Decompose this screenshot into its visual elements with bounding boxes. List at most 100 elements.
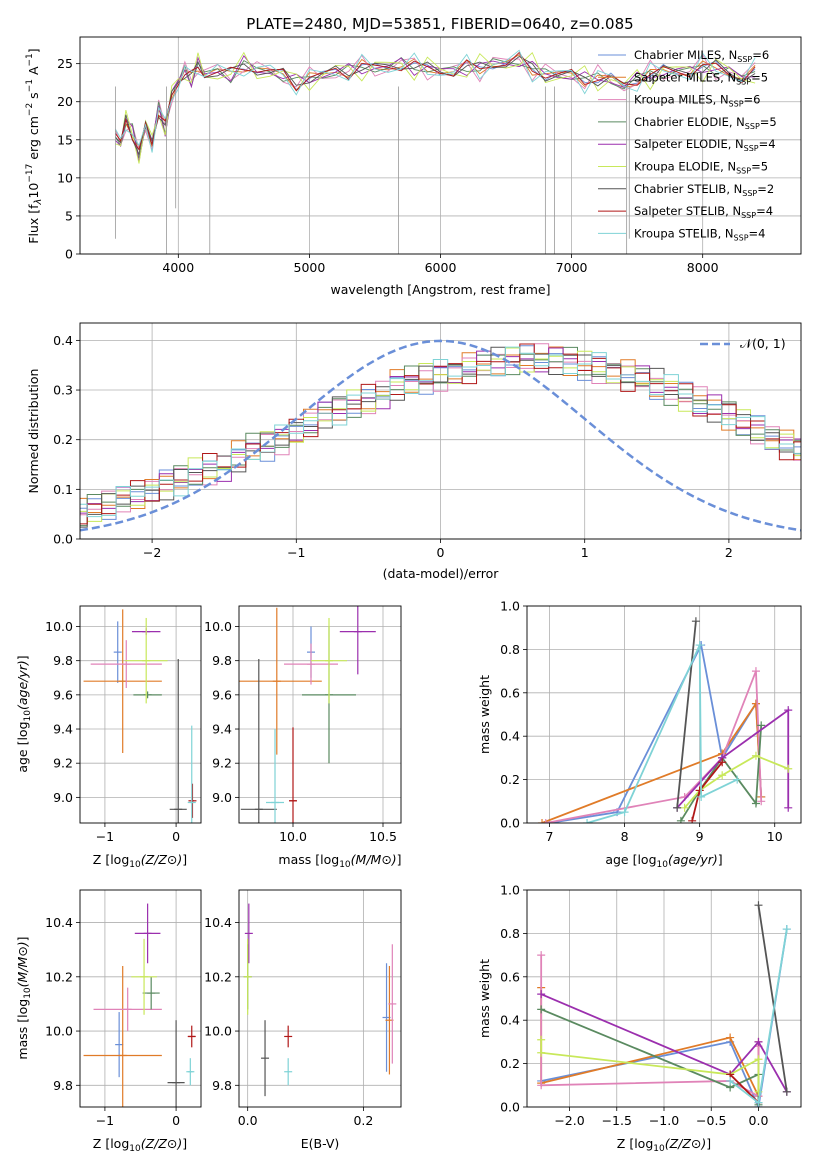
weight-marker [718,771,727,780]
legend-suffix: =4 [756,204,773,218]
legend-sub: SSP [729,100,744,109]
x-tick-label: 8 [621,829,629,844]
weight-marker [538,819,547,823]
x-tick-label: 7 [546,829,554,844]
x-tick-label: 0.0 [749,1113,769,1128]
x-axis-label: age [log10(age/yr)] [605,852,722,870]
residual-axes: −2 −1 0 1 2 0.0 0.1 0.2 0.3 0.4 𝒩(0, 1) (data-model… [26,322,802,581]
weight-marker [784,764,793,773]
label-sub: 10 [653,1144,665,1154]
x-tick-label: 0 [437,545,445,560]
label-part: (M/M⊙) [15,941,30,987]
y-tick-label: 10.0 [204,1024,232,1039]
weight-line [757,905,788,1092]
y-tick-label: 0.4 [500,729,520,744]
weight-marker [751,751,760,760]
plot-area [239,606,376,823]
x-tick-label: 8000 [687,260,719,275]
x-axis-label: Z [log10(Z/Z⊙)] [93,1136,187,1154]
y-axis-label: Normed distribution [26,369,41,494]
label-part: (Z/Z⊙) [141,852,183,867]
label-part: ] [15,655,30,660]
x-tick-label: 5000 [294,260,326,275]
spectrum-axes: 4000 5000 6000 7000 8000 0 5 10 15 20 25 wavelength… [25,36,802,297]
x-tick-label: 1 [581,545,589,560]
weight-marker [673,803,682,812]
label-part: age [log [605,852,656,867]
legend-suffix: =5 [751,70,768,84]
y-tick-label: 5 [65,208,73,223]
legend-sub: SSP [737,55,752,64]
y-tick-label: 9.4 [53,722,73,737]
y-tick-label: 0.6 [500,685,520,700]
weight-marker [537,1081,546,1090]
y-axis-label-unit: erg cm [26,116,41,164]
weight-marker [757,797,766,806]
legend-entry: Salpeter STELIB, NSSP=4 [634,204,773,220]
label-part: (age/yr) [668,852,718,867]
weight-marker [676,816,685,823]
weight-marker [583,819,592,823]
weight-marker [695,641,704,650]
x-tick-label: −2 [143,545,161,560]
weight-marker [751,799,760,808]
plot-area [538,617,793,823]
histogram-step [80,346,801,514]
x-tick-label: 10.0 [279,829,307,844]
plot-area [537,901,791,1107]
y-axis-label-sup: −1 [25,79,35,92]
axes-frame [79,605,202,824]
y-tick-label: 9.2 [212,756,232,771]
y-tick-label: 10.2 [45,969,73,984]
weight-marker [691,617,700,626]
x-tick-label: 9 [696,829,704,844]
axes-frame [79,322,802,540]
legend-sub: SSP [744,144,759,153]
y-tick-label: 9.8 [53,1078,73,1093]
y-tick-label: 9.8 [53,653,73,668]
weight-marker [537,1048,546,1057]
legend-suffix: =4 [759,137,776,151]
plot-area [243,903,397,1097]
y-tick-label: 1.0 [500,599,520,614]
spectrum-line [115,49,756,153]
label-part: (M/M⊙) [351,852,397,867]
weight-marker [782,925,791,934]
y-tick-label: 15 [57,132,73,147]
legend-entry: Chabrier MILES, NSSP=6 [634,48,769,64]
y-tick-label: 9.0 [212,790,232,805]
y-tick-label: 0.8 [500,926,520,941]
legend-entry: Salpeter MILES, NSSP=5 [634,70,768,86]
weight-marker [726,1033,735,1042]
axes-frame [526,889,802,1108]
weight-marker [733,775,742,784]
spectrum-line [115,54,756,162]
normal-curve [80,339,801,532]
label-part: Z [log [617,1136,653,1151]
y-axis-label: mass [log10(M/M⊙)] [15,936,33,1059]
figure-title: PLATE=2480, MJD=53851, FIBERID=0640, z=0… [246,15,633,33]
y-tick-label: 10.4 [204,915,232,930]
x-tick-label: −2.0 [554,1113,584,1128]
y-axis-label: mass weight [477,675,492,754]
y-tick-label: 20 [57,94,73,109]
legend-suffix: =6 [752,48,769,62]
x-tick-label: −1.5 [602,1113,632,1128]
axes-frame [238,889,402,1108]
y-tick-label: 25 [57,56,73,71]
mass-z-axes: −1 09.810.010.210.4Z [log10(Z/Z⊙)]mass [l… [15,889,202,1154]
label-sub: 10 [339,860,351,870]
axes-frame [79,36,802,255]
y-tick-label: 10.0 [204,619,232,634]
label-part: age [log [15,721,30,772]
x-tick-label: −1 [96,829,114,844]
histogram-step [80,343,801,516]
spectrum-line [115,51,756,164]
legend-entry: Chabrier ELODIE, NSSP=5 [634,115,777,131]
y-axis-label-sup: −1 [25,53,35,66]
weight-marker [680,803,689,812]
weight-marker [754,1055,763,1064]
histogram-step [80,346,801,518]
y-tick-label: 9.8 [212,653,232,668]
y-tick-label: 0.1 [53,482,73,497]
